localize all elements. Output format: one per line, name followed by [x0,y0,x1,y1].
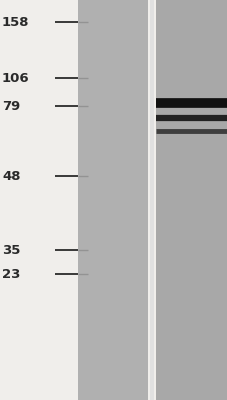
Bar [155,0,227,400]
Text: 79: 79 [2,100,20,112]
Text: 23: 23 [2,268,20,280]
Bar [149,0,153,400]
Text: 158: 158 [2,16,29,28]
Text: 106: 106 [2,72,30,84]
Text: 48: 48 [2,170,20,182]
Text: 35: 35 [2,244,20,256]
Bar [78,0,147,400]
